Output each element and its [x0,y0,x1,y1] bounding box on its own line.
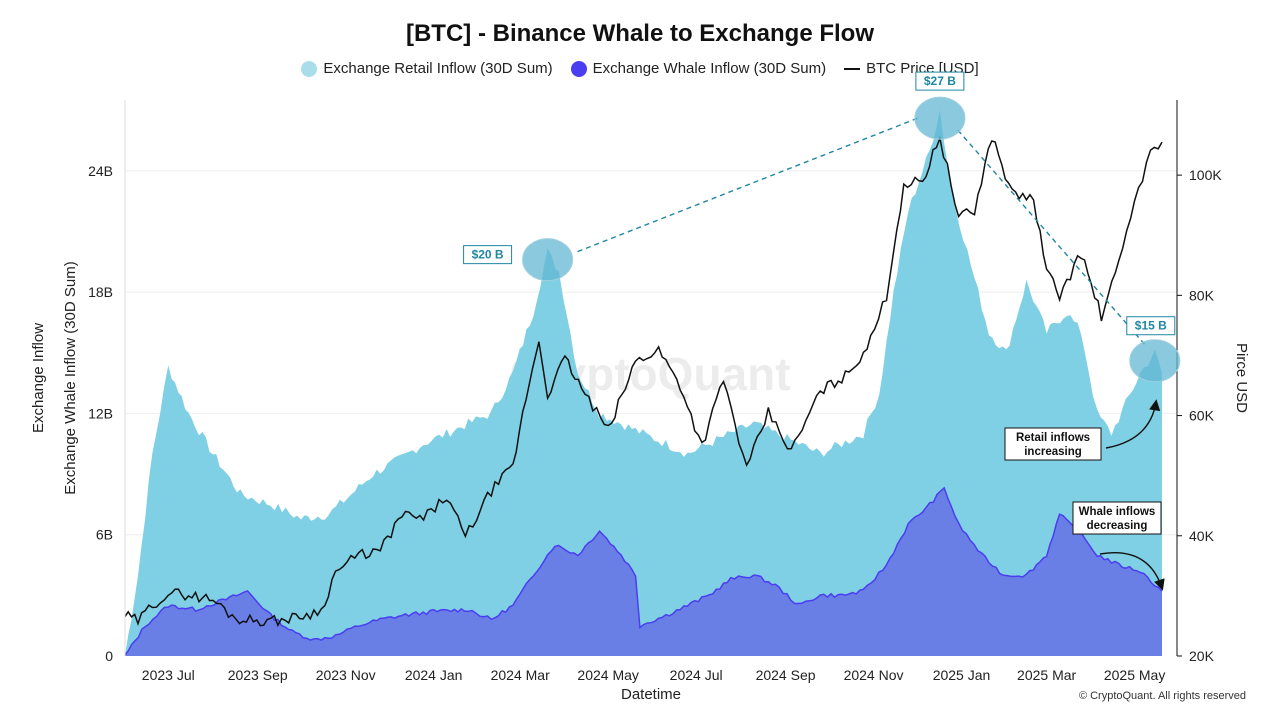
trend-connector [577,117,919,253]
trend-connector [957,129,1148,348]
peak-label-box [1126,316,1176,336]
y-left-tick-label: 18B [88,284,113,300]
legend-whale-label: Exchange Whale Inflow (30D Sum) [592,60,827,77]
y-right-tick-label: 20K [1189,648,1215,664]
x-tick-label: 2024 Jan [405,667,463,683]
copyright: © CryptoQuant. All rights reserved [1078,690,1246,702]
x-tick-label: 2025 Jan [933,667,991,683]
retail-note-box [1004,427,1102,461]
x-tick-label: 2025 Mar [1017,667,1076,683]
x-tick-label: 2024 Sep [756,667,816,683]
retail-note-line1: Retail inflows [1016,432,1090,444]
chart-title: [BTC] - Binance Whale to Exchange Flow [405,20,875,47]
x-tick-label: 2023 Nov [316,667,376,683]
y-left-tick-label: 12B [88,405,113,421]
peak-label: $27 B [924,74,956,88]
whale-inflow-area [125,487,1162,656]
whale-note-line1: Whale inflows [1079,506,1156,518]
y-left-tick-label: 24B [88,163,113,179]
x-tick-label: 2024 Nov [844,667,904,683]
btc-price-line [124,135,1163,628]
legend-retail-swatch [301,60,318,77]
legend: Exchange Retail Inflow (30D Sum) Exchang… [0,60,1280,77]
whale-note-box [1072,501,1162,535]
legend-retail-label: Exchange Retail Inflow (30D Sum) [323,60,553,77]
peak-label: $15 B [1135,319,1167,333]
y-right-tick-label: 40K [1189,528,1215,544]
y-axis-label-inner: Exchange Whale Inflow (30D Sum) [62,261,79,494]
legend-whale-swatch [570,60,587,77]
retail-note-arrow [1105,399,1161,449]
peak-highlight [914,96,966,140]
y-left-tick-label: 6B [96,527,113,543]
legend-price-swatch [844,67,861,70]
retail-note-line2: increasing [1024,446,1082,458]
legend-whale[interactable]: Exchange Whale Inflow (30D Sum) [570,60,827,77]
x-axis-label: Datetime [621,686,681,703]
whale-inflow-line [124,486,1163,656]
y-right-tick-label: 60K [1189,408,1215,424]
x-tick-label: 2024 May [577,667,638,683]
legend-retail[interactable]: Exchange Retail Inflow (30D Sum) [301,60,553,77]
whale-note-line2: decreasing [1087,520,1148,532]
y-axis-label-right: Pirce USD [1233,343,1250,413]
peak-label-box [915,71,965,91]
peak-highlight [522,238,574,282]
x-tick-label: 2023 Jul [142,667,195,683]
x-tick-label: 2025 May [1104,667,1165,683]
y-right-tick-label: 100K [1189,167,1222,183]
peak-label-box [463,245,513,265]
retail-inflow-area [125,110,1162,657]
x-tick-label: 2024 Mar [491,667,550,683]
peak-highlight [1129,339,1181,383]
x-tick-label: 2024 Jul [670,667,723,683]
y-right-tick-label: 80K [1189,287,1215,303]
peak-label: $20 B [472,248,504,262]
y-axis-label-outer: Exchange Inflow [30,323,47,433]
y-left-tick-label: 0 [105,648,113,664]
x-tick-label: 2023 Sep [228,667,288,683]
whale-note-arrow [1099,552,1165,591]
